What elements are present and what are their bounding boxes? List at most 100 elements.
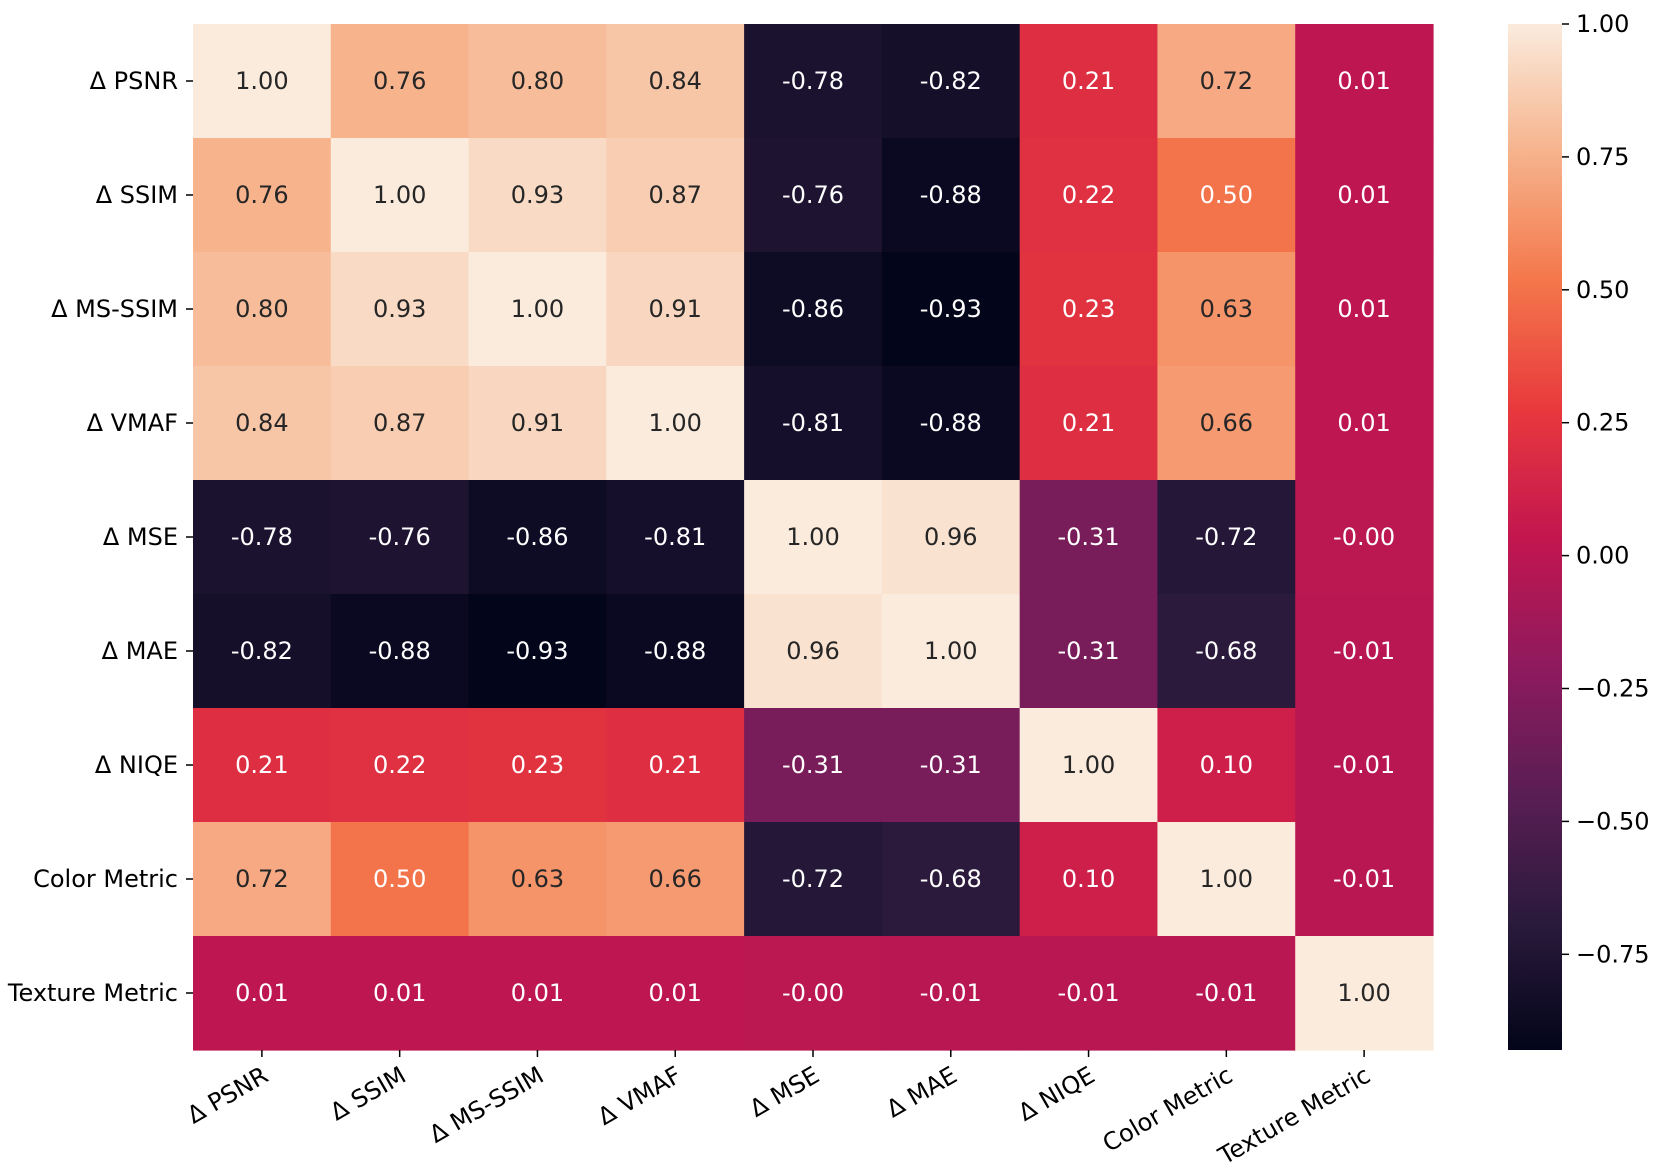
cell-value-label: 0.50	[1200, 181, 1253, 209]
heatmap-cell	[1019, 366, 1159, 481]
heatmap-cell	[1019, 24, 1159, 139]
cell-value-label: -0.76	[369, 523, 431, 551]
y-axis: Δ PSNR Δ SSIM Δ MS-SSIM Δ VMAF Δ MSE Δ MAE Δ N…	[7, 67, 193, 1007]
cell-value-label: 0.87	[649, 181, 702, 209]
y-tick-label: Δ MS-SSIM	[51, 295, 178, 323]
heatmap-cell	[330, 252, 470, 367]
cell-value-label: 1.00	[511, 295, 564, 323]
cell-value-label: -0.93	[920, 295, 982, 323]
cell-value-label: 1.00	[1337, 979, 1390, 1007]
heatmap-cell	[1019, 480, 1159, 595]
heatmap-cell	[468, 138, 607, 253]
cell-value-label: 1.00	[1200, 865, 1253, 893]
cell-value-label: -0.78	[231, 523, 293, 551]
cell-value-label: 0.91	[649, 295, 702, 323]
heatmap-cell	[744, 708, 883, 823]
heatmap-cell	[744, 252, 883, 367]
cell-value-label: 0.23	[1062, 295, 1115, 323]
heatmap-cell	[1157, 138, 1296, 253]
cell-value-label: -0.31	[1058, 523, 1120, 551]
heatmap-cell	[881, 252, 1021, 367]
cell-value-label: -0.72	[782, 865, 844, 893]
cell-value-label: 0.01	[235, 979, 288, 1007]
heatmap-cell	[468, 480, 607, 595]
heatmap-cell	[606, 936, 745, 1051]
colorbar-tick-label: −0.25	[1576, 675, 1650, 703]
heatmap-cell	[1295, 24, 1434, 139]
heatmap-cell	[330, 24, 470, 139]
heatmap-cell	[744, 594, 883, 709]
heatmap-cell	[193, 936, 332, 1051]
heatmap-cell	[881, 708, 1021, 823]
cell-value-label: -0.68	[920, 865, 982, 893]
heatmap-grid: 1.00 0.76 0.80 0.84 -0.78 -0.82 0.21 0.72 0.01 0.…	[193, 24, 1434, 1051]
cell-value-label: -0.01	[1058, 979, 1120, 1007]
cell-value-label: -0.93	[506, 637, 568, 665]
colorbar: 1.00 0.75 0.50 0.25 0.00 −0.25 −0.50 −0.75	[1508, 10, 1650, 1050]
cell-value-label: 1.00	[1062, 751, 1115, 779]
heatmap-cell	[330, 480, 470, 595]
heatmap-cell	[1157, 936, 1296, 1051]
heatmap-cell	[881, 822, 1021, 937]
y-tick-label: Texture Metric	[7, 979, 178, 1007]
heatmap-cell	[193, 594, 332, 709]
heatmap-cell	[744, 366, 883, 481]
heatmap-cell	[606, 24, 745, 139]
heatmap-cell	[468, 822, 607, 937]
heatmap-cell	[193, 252, 332, 367]
cell-value-label: 1.00	[235, 67, 288, 95]
heatmap-cell	[881, 138, 1021, 253]
cell-value-label: -0.01	[1333, 751, 1395, 779]
cell-value-label: 0.01	[511, 979, 564, 1007]
heatmap-cell	[468, 708, 607, 823]
cell-value-label: 0.96	[924, 523, 977, 551]
x-tick-label: Δ MSE	[745, 1061, 824, 1123]
heatmap-cell	[1295, 366, 1434, 481]
cell-value-label: 1.00	[786, 523, 839, 551]
cell-value-label: 0.66	[1200, 409, 1253, 437]
cell-value-label: -0.01	[1195, 979, 1257, 1007]
cell-value-label: -0.00	[782, 979, 844, 1007]
cell-value-label: 0.87	[373, 409, 426, 437]
cell-value-label: -0.88	[369, 637, 431, 665]
cell-value-label: -0.78	[782, 67, 844, 95]
heatmap-cell	[468, 24, 607, 139]
heatmap-cell	[1019, 708, 1159, 823]
heatmap-cell	[1019, 822, 1159, 937]
cell-value-label: 0.96	[786, 637, 839, 665]
heatmap-cell	[606, 594, 745, 709]
heatmap-cell	[1157, 594, 1296, 709]
cell-value-label: 0.76	[235, 181, 288, 209]
cell-value-label: 0.72	[1200, 67, 1253, 95]
cell-value-label: 1.00	[924, 637, 977, 665]
colorbar-gradient	[1508, 24, 1562, 1050]
colorbar-tick-label: −0.75	[1576, 940, 1650, 968]
colorbar-tick-label: −0.50	[1576, 807, 1650, 835]
x-tick-label: Δ MS-SSIM	[425, 1061, 549, 1149]
heatmap-cell	[744, 480, 883, 595]
cell-value-label: -0.86	[782, 295, 844, 323]
cell-value-label: 0.01	[1337, 409, 1390, 437]
colorbar-tick-label: 0.50	[1576, 276, 1629, 304]
x-tick-label: Color Metric	[1098, 1061, 1237, 1158]
cell-value-label: 0.22	[373, 751, 426, 779]
cell-value-label: 0.21	[235, 751, 288, 779]
y-tick-label: Δ SSIM	[96, 181, 178, 209]
y-tick-label: Δ NIQE	[95, 751, 178, 779]
cell-value-label: 1.00	[649, 409, 702, 437]
x-tick-label: Texture Metric	[1213, 1061, 1375, 1171]
cell-value-label: -0.76	[782, 181, 844, 209]
heatmap-cell	[193, 480, 332, 595]
heatmap-cell	[1157, 252, 1296, 367]
heatmap-cell	[1295, 936, 1434, 1051]
heatmap-cell	[468, 594, 607, 709]
cell-value-label: -0.86	[506, 523, 568, 551]
cell-value-label: 0.01	[1337, 295, 1390, 323]
cell-value-label: -0.82	[231, 637, 293, 665]
heatmap-cell	[1019, 936, 1159, 1051]
cell-value-label: -0.81	[644, 523, 706, 551]
heatmap-cell	[468, 936, 607, 1051]
cell-value-label: -0.72	[1195, 523, 1257, 551]
y-tick-label: Δ PSNR	[90, 67, 178, 95]
